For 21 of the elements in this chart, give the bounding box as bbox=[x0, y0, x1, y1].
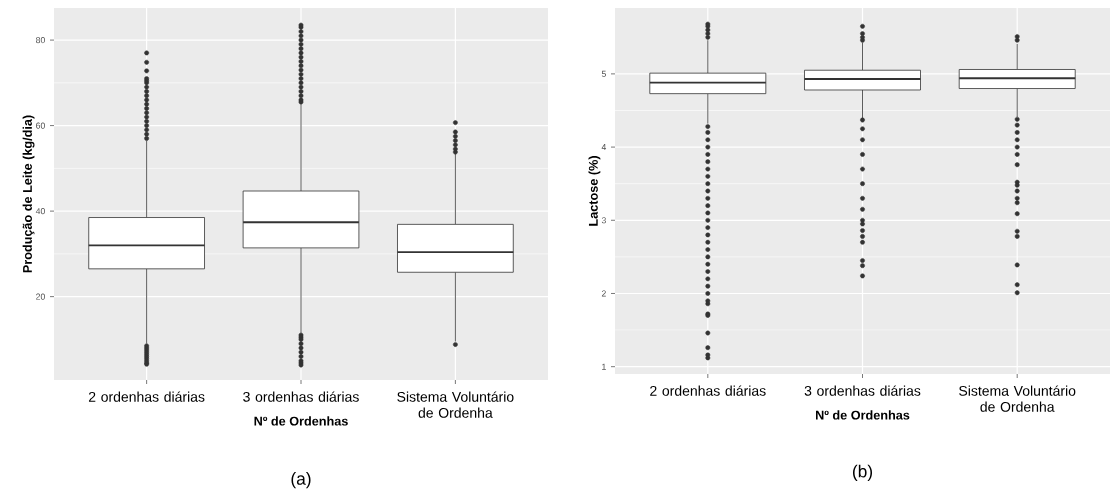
x-axis-title: Nº de Ordenhas bbox=[254, 416, 348, 426]
y-tick-label: 3 bbox=[601, 217, 606, 224]
x-tick-label: 3 ordenhas diárias bbox=[243, 391, 359, 402]
text: (a) bbox=[291, 472, 311, 489]
x-tick-label: 3 ordenhas diárias bbox=[804, 385, 921, 396]
y-axis-title: Produção de Leite (kg/dia) bbox=[22, 115, 35, 273]
x-tick-label: 2 ordenhas diárias bbox=[650, 385, 766, 396]
y-tick-label: 2 bbox=[601, 290, 606, 297]
y-axis-title: Lactose (%) bbox=[588, 156, 601, 226]
text: (b) bbox=[852, 464, 873, 481]
y-tick-label: 1 bbox=[602, 363, 606, 370]
x-tick-label: Sistema Voluntário de Ordenha bbox=[397, 391, 514, 418]
y-tick-label: 4 bbox=[601, 144, 607, 151]
x-tick-label: Sistema Voluntário de Ordenha bbox=[959, 385, 1076, 412]
x-tick-label: 2 ordenhas diárias bbox=[88, 391, 205, 402]
x-axis-title: Nº de Ordenhas bbox=[816, 410, 910, 420]
y-tick-label: 40 bbox=[35, 208, 45, 215]
y-tick-label: 5 bbox=[601, 70, 606, 77]
y-tick-label: 60 bbox=[36, 122, 45, 129]
y-tick-label: 20 bbox=[36, 293, 45, 300]
y-tick-label: 80 bbox=[36, 37, 45, 44]
